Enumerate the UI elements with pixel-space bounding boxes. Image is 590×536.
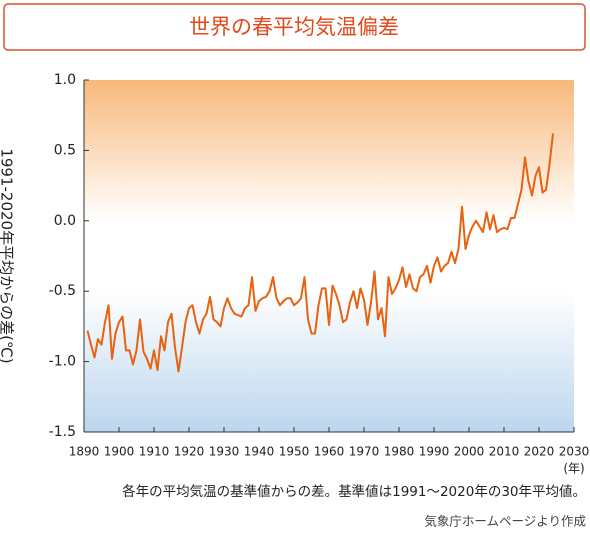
x-axis-label: (年) bbox=[563, 462, 584, 476]
source: 気象庁ホームページより作成 bbox=[424, 514, 586, 529]
x-tick-label: 1970 bbox=[349, 445, 380, 459]
x-tick-label: 2010 bbox=[489, 445, 520, 459]
x-tick-label: 1890 bbox=[69, 445, 100, 459]
x-tick-label: 2000 bbox=[454, 445, 485, 459]
footnote: 各年の平均気温の基準値からの差。基準値は1991～2020年の30年平均値。 bbox=[122, 483, 586, 500]
x-tick-label: 1930 bbox=[209, 445, 240, 459]
x-tick-label: 1940 bbox=[244, 445, 275, 459]
data-line bbox=[86, 133, 554, 373]
x-tick-label: 1920 bbox=[174, 445, 205, 459]
x-tick-label: 1960 bbox=[314, 445, 345, 459]
x-tick-label: 1990 bbox=[419, 445, 450, 459]
y-tick-label: 1.0 bbox=[54, 72, 76, 88]
x-tick-label: 1910 bbox=[139, 445, 170, 459]
y-tick-label: -0.5 bbox=[49, 283, 76, 299]
plot-background bbox=[84, 80, 574, 432]
x-tick-label: 1950 bbox=[279, 445, 310, 459]
y-tick-label: -1.5 bbox=[49, 424, 76, 440]
y-axis-label: 1991-2020年平均からの差(℃) bbox=[0, 148, 16, 363]
title-box bbox=[3, 3, 586, 51]
x-tick-label: 1900 bbox=[104, 445, 135, 459]
y-tick-label: 0.5 bbox=[54, 142, 76, 158]
x-tick-label: 2030 bbox=[559, 445, 590, 459]
y-tick-label: -1.0 bbox=[49, 354, 76, 370]
y-tick-label: 0.0 bbox=[54, 213, 76, 229]
chart-title: 世界の春平均気温偏差 bbox=[189, 15, 399, 39]
x-tick-label: 2020 bbox=[524, 445, 555, 459]
x-tick-label: 1980 bbox=[384, 445, 415, 459]
